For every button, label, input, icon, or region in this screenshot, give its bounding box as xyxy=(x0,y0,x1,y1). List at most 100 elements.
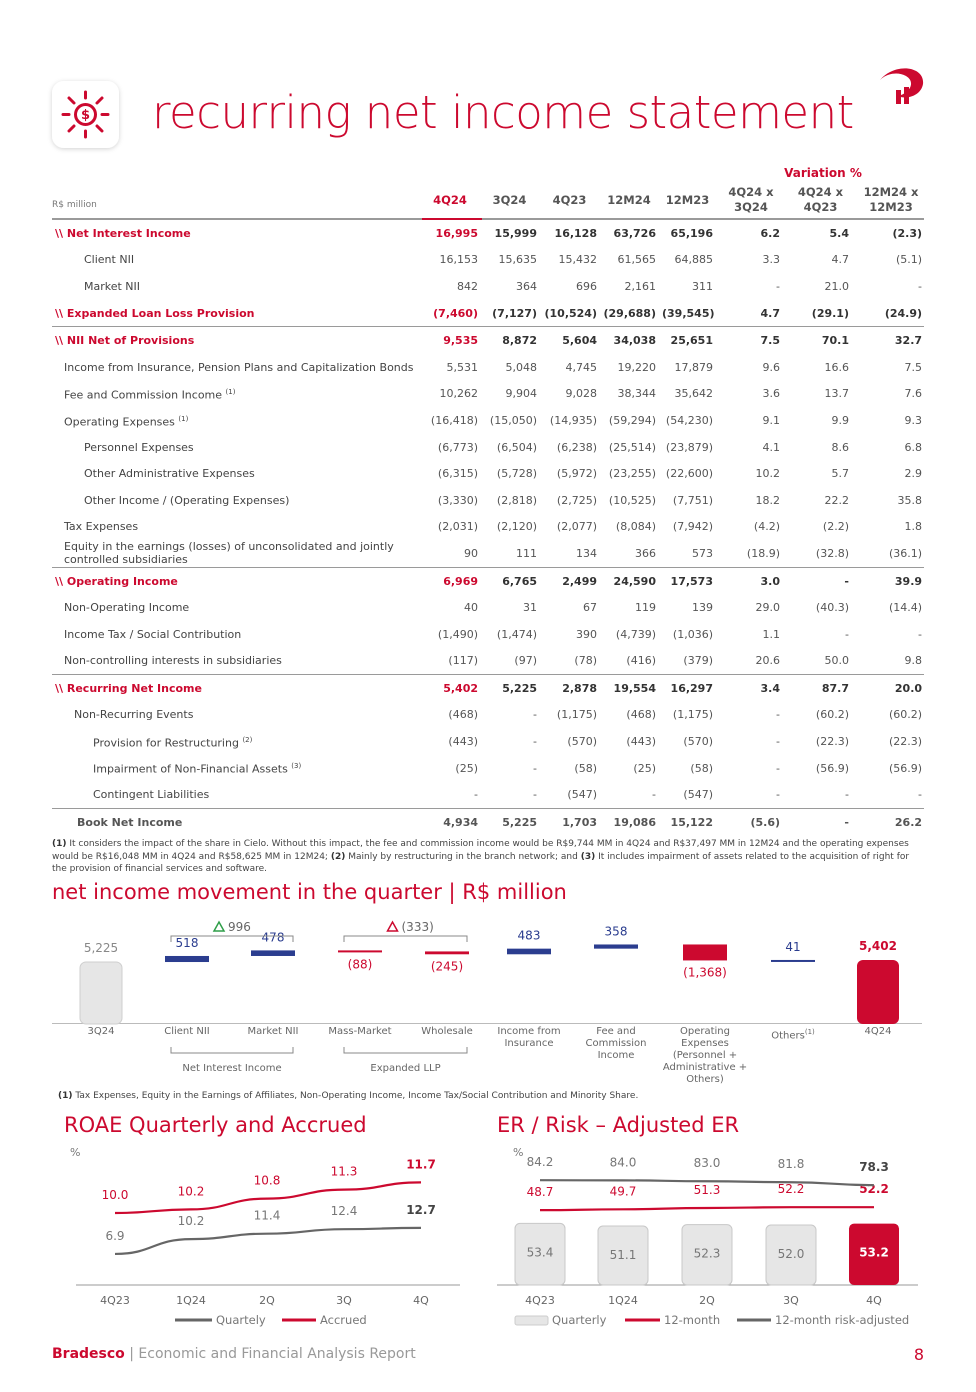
cell: 4,745 xyxy=(565,360,598,374)
cell: (1,175) xyxy=(672,708,713,722)
row-label-cell: Non-Recurring Events xyxy=(52,702,422,729)
cell: 5,225 xyxy=(502,815,537,829)
cell: (2,818) xyxy=(496,493,537,507)
cell: 7.5 xyxy=(904,360,923,374)
cell: (7,460) xyxy=(422,299,482,328)
value-label: 53.4 xyxy=(527,1245,554,1259)
cell: 22.2 xyxy=(824,493,850,507)
cell: - xyxy=(860,781,925,810)
cell: (6,773) xyxy=(437,440,478,454)
value-label: 11.4 xyxy=(254,1209,281,1223)
cell: (547) xyxy=(662,781,722,810)
cell: (7,127) xyxy=(482,299,542,328)
row-label: Equity in the earnings (losses) of uncon… xyxy=(64,540,394,567)
cell: 6,969 xyxy=(443,574,478,588)
row-label-cell: \\ Expanded Loan Loss Provision xyxy=(52,299,422,328)
value-label: 5,225 xyxy=(84,941,118,955)
cell: 87.7 xyxy=(821,681,849,695)
unit-label: R$ million xyxy=(52,182,422,220)
cell: (6,238) xyxy=(556,440,597,454)
table-notes: (1) It considers the impact of the share… xyxy=(52,838,924,876)
delta-bar xyxy=(683,944,727,961)
value-label: 12.7 xyxy=(406,1203,436,1217)
cell: 29.0 xyxy=(755,601,781,615)
cell: 9,904 xyxy=(505,387,538,401)
cell: 9.8 xyxy=(860,647,925,676)
logo xyxy=(880,68,924,104)
cell: 35.8 xyxy=(897,493,923,507)
column-header: 4Q23 xyxy=(542,182,602,220)
cell: 5.7 xyxy=(831,467,850,481)
cell: 63,726 xyxy=(613,226,656,240)
row-label-cell: Other Income / (Operating Expenses) xyxy=(52,487,422,514)
cell: (56.9) xyxy=(815,761,849,775)
cell: - xyxy=(482,781,542,810)
cell: 139 xyxy=(692,601,713,615)
table-row: Fee and Commission Income (1) 10,262 9,904… xyxy=(52,381,924,408)
footnote-ref: (1) xyxy=(225,388,236,397)
cell: 7.5 xyxy=(760,334,781,348)
cell: (59,294) xyxy=(608,413,656,427)
table-row: Other Income / (Operating Expenses) (3,33… xyxy=(52,487,924,514)
value-label: 84.0 xyxy=(610,1155,637,1169)
group-bracket xyxy=(170,1047,294,1054)
value-label: 41 xyxy=(785,940,800,954)
value-label: 10.2 xyxy=(178,1184,205,1198)
category-text: Income from Insurance xyxy=(497,1026,561,1049)
series-line xyxy=(114,1226,422,1256)
column-header: 12M23 xyxy=(662,182,722,220)
series-line xyxy=(539,1206,874,1212)
cell: 19,554 xyxy=(613,681,656,695)
cell: 17,573 xyxy=(670,574,713,588)
table-row: Contingent Liabilities - - (547) - (547) - - - xyxy=(52,781,925,810)
cell: 3.6 xyxy=(762,387,781,401)
cell: (23,879) xyxy=(665,440,713,454)
value-label: 12.4 xyxy=(331,1204,358,1218)
cell: (4,739) xyxy=(615,627,656,641)
cell: 90 xyxy=(422,540,482,568)
legend-label: Quarterly xyxy=(552,1313,607,1327)
cell: (32.8) xyxy=(792,540,860,568)
cell: (60.2) xyxy=(815,708,849,722)
row-label: Contingent Liabilities xyxy=(93,788,210,802)
note-text: It considers the impact of the share in … xyxy=(52,839,909,862)
row-label-cell: \\ Operating Income xyxy=(52,567,422,594)
cell: 134 xyxy=(542,540,602,568)
table-row: Impairment of Non-Financial Assets (3) (2… xyxy=(52,755,924,782)
cell: 32.7 xyxy=(894,334,923,348)
category-text: Market NII xyxy=(247,1026,299,1037)
cell: 7.6 xyxy=(904,387,923,401)
delta-bar xyxy=(771,959,815,962)
row-label-cell: Equity in the earnings (losses) of uncon… xyxy=(52,540,422,568)
cell: (29.1) xyxy=(792,299,860,328)
table-row: \\ Operating Income 6,969 6,765 2,499 24,590… xyxy=(52,567,924,594)
cell: (468) xyxy=(448,708,478,722)
cell: 696 xyxy=(576,279,597,293)
value-label: 81.8 xyxy=(778,1157,805,1171)
separator: | xyxy=(129,1346,134,1362)
cell: 5,604 xyxy=(562,334,597,348)
cell: (39,545) xyxy=(662,299,722,328)
note-mark: (1) xyxy=(58,1091,73,1101)
value-label: 10.8 xyxy=(254,1174,281,1188)
row-label: Income Tax / Social Contribution xyxy=(64,627,242,641)
cell: 3.3 xyxy=(762,253,781,267)
cell: 3.0 xyxy=(760,574,781,588)
cell: (16,418) xyxy=(430,413,478,427)
cell: 15,122 xyxy=(670,815,713,829)
table-row: Book Net Income 4,934 5,225 1,703 19,086 15,1… xyxy=(52,809,924,836)
cell: - xyxy=(533,761,537,775)
cell: (1,175) xyxy=(556,708,597,722)
cell: (54,230) xyxy=(665,413,713,427)
money-icon xyxy=(61,90,110,139)
cell: 38,344 xyxy=(617,387,657,401)
row-label-cell: \\ Recurring Net Income xyxy=(52,675,422,702)
value-label: 51.3 xyxy=(694,1183,721,1197)
cell: (2.3) xyxy=(892,226,923,240)
cell: 5.4 xyxy=(829,226,850,240)
column-header: 4Q24 x 3Q24 xyxy=(722,182,792,220)
cell: 366 xyxy=(602,540,662,568)
cell: 16,153 xyxy=(439,253,479,267)
cell: 111 xyxy=(482,540,542,568)
table-row: Tax Expenses (2,031) (2,120) (2,077) (8,084)… xyxy=(52,514,924,541)
